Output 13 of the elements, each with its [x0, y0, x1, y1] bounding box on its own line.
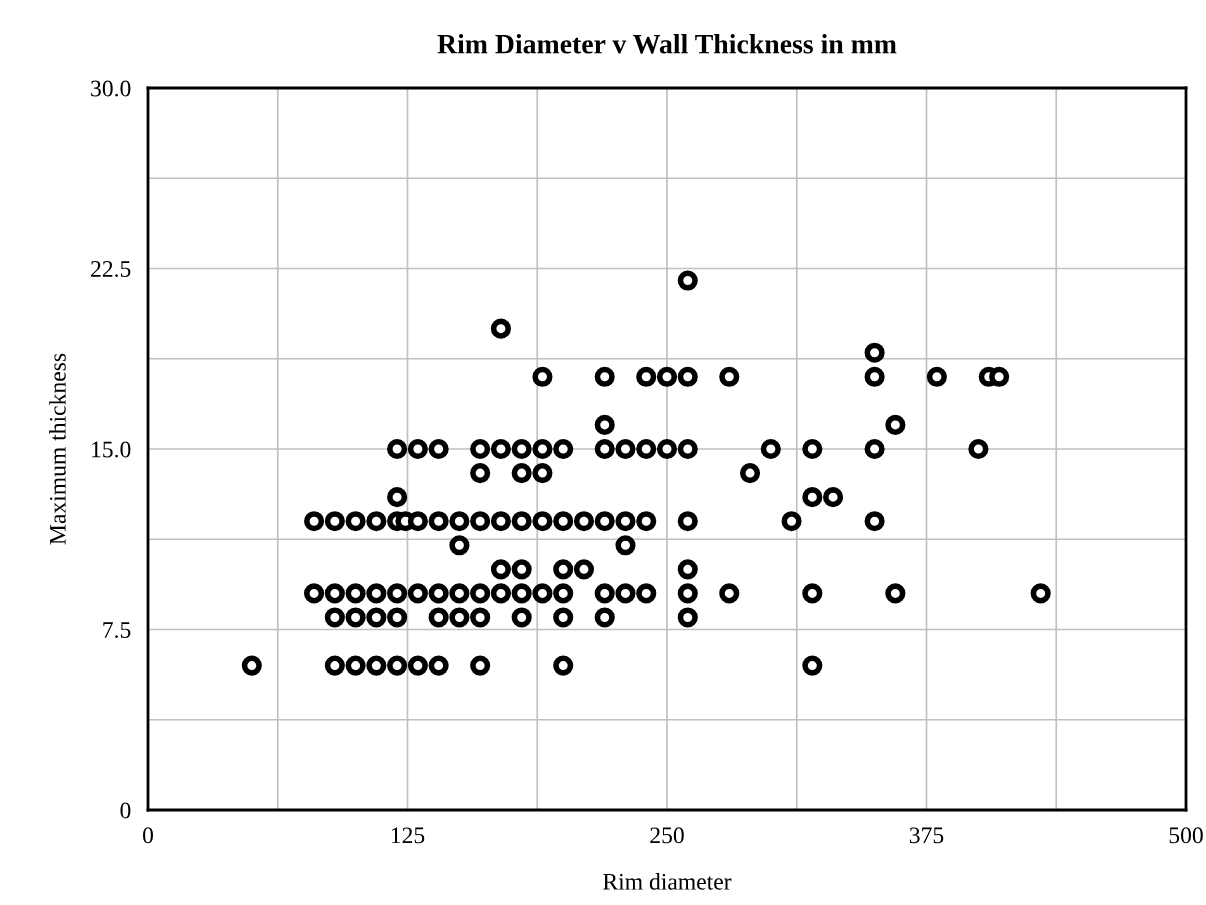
- y-tick-label: 15.0: [92, 441, 131, 458]
- y-tick-label: 22.5: [91, 261, 131, 278]
- y-tick-label: 30.0: [91, 80, 131, 97]
- chart-title: Rim Diameter v Wall Thickness in mm: [437, 34, 897, 54]
- x-tick-label: 250: [650, 827, 684, 844]
- x-tick-label: 500: [1169, 827, 1203, 844]
- x-tick-label: 125: [391, 827, 425, 844]
- x-axis-title: Rim diameter: [603, 873, 732, 890]
- y-tick-label: 7.5: [103, 622, 131, 639]
- y-tick-label: 0: [120, 802, 131, 819]
- x-tick-label: 0: [143, 827, 153, 844]
- y-axis-title: Maximum thickness: [49, 353, 66, 545]
- x-tick-label: 375: [909, 827, 944, 844]
